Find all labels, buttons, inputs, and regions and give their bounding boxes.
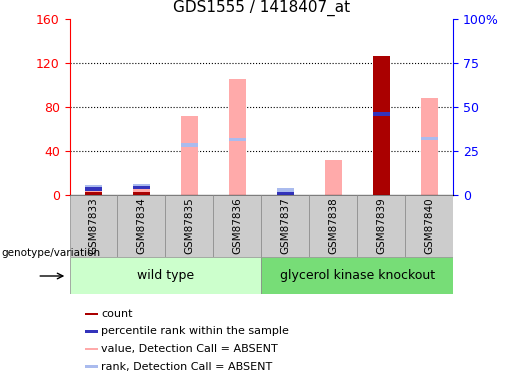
Text: count: count xyxy=(101,309,133,319)
Bar xyxy=(181,143,198,147)
Text: GSM87836: GSM87836 xyxy=(232,198,243,254)
Bar xyxy=(229,138,246,141)
Text: value, Detection Call = ABSENT: value, Detection Call = ABSENT xyxy=(101,344,278,354)
Text: GSM87840: GSM87840 xyxy=(424,198,434,254)
Bar xyxy=(85,365,98,368)
Bar xyxy=(85,330,98,333)
Bar xyxy=(277,188,294,192)
Bar xyxy=(85,189,102,195)
Bar xyxy=(181,116,198,195)
Bar xyxy=(85,348,98,350)
Text: GSM87835: GSM87835 xyxy=(184,198,195,254)
Bar xyxy=(70,257,261,294)
Bar xyxy=(85,313,98,315)
Bar xyxy=(85,187,102,190)
Bar xyxy=(261,195,310,257)
Bar xyxy=(133,186,150,189)
Bar xyxy=(133,184,150,187)
Bar xyxy=(165,195,213,257)
Text: GSM87837: GSM87837 xyxy=(280,198,290,254)
Text: glycerol kinase knockout: glycerol kinase knockout xyxy=(280,269,435,282)
Bar xyxy=(373,56,390,195)
Text: GSM87834: GSM87834 xyxy=(136,198,146,254)
Title: GDS1555 / 1418407_at: GDS1555 / 1418407_at xyxy=(173,0,350,16)
Text: genotype/variation: genotype/variation xyxy=(2,248,100,258)
Bar xyxy=(85,192,102,195)
Text: GSM87839: GSM87839 xyxy=(376,198,386,254)
Bar xyxy=(310,195,357,257)
Bar xyxy=(261,257,453,294)
Bar xyxy=(133,192,150,195)
Bar xyxy=(357,195,405,257)
Bar xyxy=(421,136,438,140)
Bar xyxy=(85,185,102,188)
Bar xyxy=(229,80,246,195)
Bar xyxy=(133,186,150,195)
Bar xyxy=(373,112,390,116)
Bar xyxy=(421,98,438,195)
Text: percentile rank within the sample: percentile rank within the sample xyxy=(101,326,289,336)
Text: wild type: wild type xyxy=(137,269,194,282)
Bar xyxy=(277,192,294,195)
Bar xyxy=(213,195,261,257)
Text: rank, Detection Call = ABSENT: rank, Detection Call = ABSENT xyxy=(101,362,272,372)
Bar xyxy=(405,195,453,257)
Bar xyxy=(70,195,117,257)
Bar xyxy=(117,195,165,257)
Text: GSM87838: GSM87838 xyxy=(328,198,338,254)
Text: GSM87833: GSM87833 xyxy=(89,198,98,254)
Bar xyxy=(325,160,341,195)
